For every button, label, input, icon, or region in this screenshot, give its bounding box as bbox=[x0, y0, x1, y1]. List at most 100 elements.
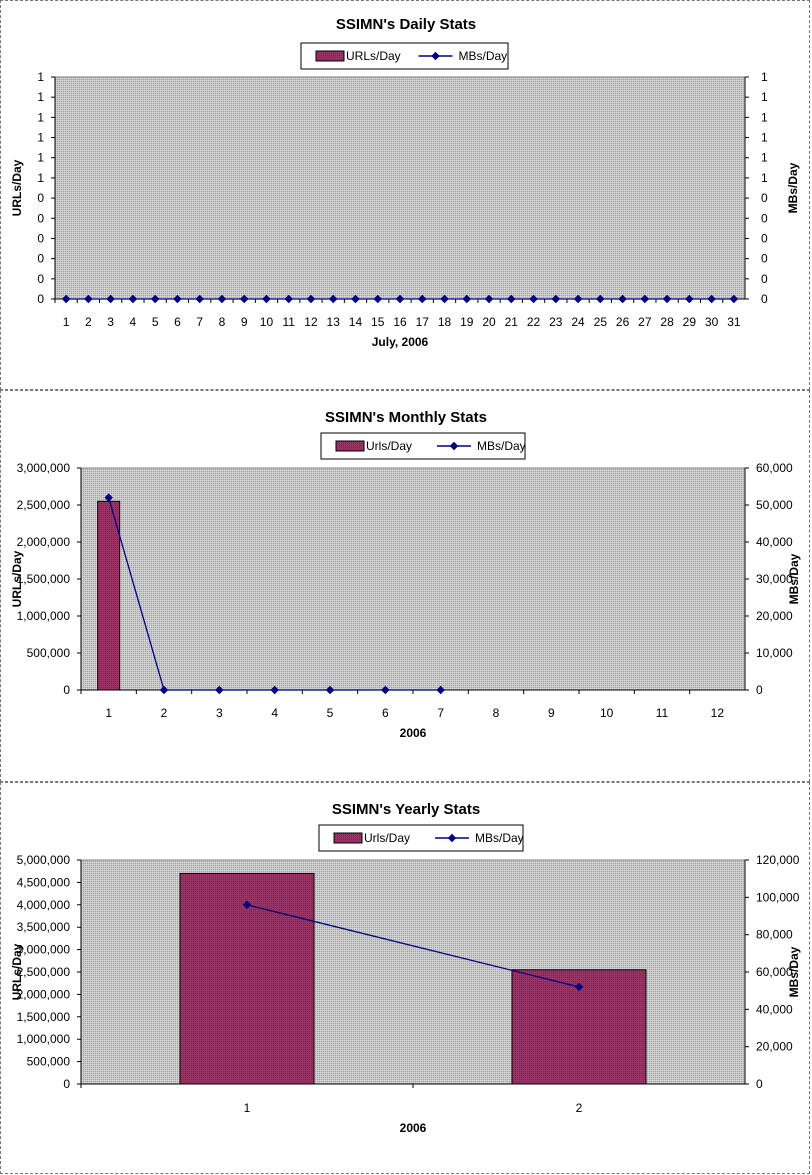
x-tick-label: 6 bbox=[174, 315, 181, 329]
y2-tick-label: 100,000 bbox=[756, 890, 800, 904]
x-tick-label: 3 bbox=[216, 706, 223, 720]
y2-tick-label: 0 bbox=[761, 252, 768, 266]
plot-area bbox=[54, 76, 746, 300]
x-tick-label: 25 bbox=[594, 315, 608, 329]
daily-stats-panel: SSIMN's Daily Stats URLs/Day MBs/Day 0 0 0 0 0 0… bbox=[0, 0, 810, 390]
y2-tick-label: 1 bbox=[761, 131, 768, 145]
legend: Urls/Day MBs/Day bbox=[318, 824, 524, 852]
y-tick-label: 500,000 bbox=[27, 1055, 71, 1069]
point-mbs-day bbox=[685, 294, 694, 304]
y2-tick-label: 40,000 bbox=[756, 535, 793, 549]
point-mbs-day bbox=[707, 294, 716, 304]
x-tick-label: 5 bbox=[152, 315, 159, 329]
yearly-stats-chart: SSIMN's Yearly Stats Urls/Day MBs/Day 0 500,… bbox=[10, 801, 801, 1135]
y-tick-label: 0 bbox=[63, 1077, 70, 1091]
legend-label-bar: Urls/Day bbox=[366, 439, 412, 453]
y-tick-label: 4,500,000 bbox=[17, 875, 71, 889]
point-mbs-day bbox=[270, 685, 279, 695]
legend: Urls/Day MBs/Day bbox=[320, 432, 526, 460]
x-tick-label: 3 bbox=[107, 315, 114, 329]
x-tick-label: 1 bbox=[105, 706, 112, 720]
x-tick-label: 5 bbox=[327, 706, 334, 720]
y2-tick-label: 50,000 bbox=[756, 498, 793, 512]
y-tick-label: 0 bbox=[37, 191, 44, 205]
y-tick-label: 1 bbox=[37, 151, 44, 165]
legend-marker bbox=[449, 441, 459, 451]
y-axis-label: URLs/Day bbox=[10, 943, 24, 1000]
point-mbs-day bbox=[662, 294, 672, 304]
x-tick-label: 2 bbox=[85, 315, 92, 329]
x-tick-label: 4 bbox=[271, 706, 278, 720]
x-tick-label: 9 bbox=[241, 315, 248, 329]
x-tick-label: 24 bbox=[571, 315, 585, 329]
y2-tick-label: 1 bbox=[761, 110, 768, 124]
point-mbs-day bbox=[436, 685, 445, 695]
point-mbs-day bbox=[328, 294, 338, 304]
x-tick-label: 18 bbox=[438, 315, 452, 329]
y-tick-label: 0 bbox=[37, 211, 44, 225]
x-tick-label: 7 bbox=[196, 315, 203, 329]
y2-tick-label: 60,000 bbox=[756, 965, 793, 979]
x-tick-label: 14 bbox=[349, 315, 363, 329]
y2-tick-label: 1 bbox=[761, 151, 768, 165]
point-mbs-day bbox=[128, 294, 138, 304]
x-tick-label: 23 bbox=[549, 315, 563, 329]
y-tick-label: 2,000,000 bbox=[17, 535, 71, 549]
x-tick-label: 16 bbox=[393, 315, 407, 329]
chart-title: SSIMN's Yearly Stats bbox=[332, 801, 480, 818]
point-mbs-day bbox=[373, 294, 382, 304]
y-tick-label: 1 bbox=[37, 171, 44, 185]
y-tick-label: 0 bbox=[37, 252, 44, 266]
y-tick-label: 1,000,000 bbox=[17, 1032, 71, 1046]
point-mbs-day bbox=[462, 294, 472, 304]
point-mbs-day bbox=[507, 294, 516, 304]
legend-label-bar: Urls/Day bbox=[364, 831, 410, 845]
yearly-stats-panel: SSIMN's Yearly Stats Urls/Day MBs/Day 0 500,… bbox=[0, 782, 810, 1174]
x-tick-label: 7 bbox=[437, 706, 444, 720]
x-tick-label: 22 bbox=[527, 315, 541, 329]
y-tick-label: 3,000,000 bbox=[17, 943, 71, 957]
point-mbs-day bbox=[640, 294, 650, 304]
y-tick-label: 0 bbox=[37, 272, 44, 286]
y-tick-label: 1 bbox=[37, 70, 44, 84]
x-tick-label: 13 bbox=[327, 315, 341, 329]
y2-tick-label: 30,000 bbox=[756, 572, 793, 586]
point-mbs-day bbox=[381, 685, 390, 695]
x-tick-label: 4 bbox=[130, 315, 137, 329]
point-mbs-day bbox=[440, 294, 449, 304]
y2-tick-label: 0 bbox=[761, 231, 768, 245]
plot-area bbox=[80, 467, 746, 691]
x-tick-label: 31 bbox=[727, 315, 741, 329]
point-mbs-day bbox=[529, 294, 538, 304]
y2-tick-label: 1 bbox=[761, 90, 768, 104]
line-mbs-day bbox=[246, 904, 580, 988]
y-tick-label: 1,500,000 bbox=[17, 1010, 71, 1024]
point-mbs-day bbox=[306, 294, 316, 304]
point-mbs-day bbox=[395, 294, 405, 304]
legend-label-line: MBs/Day bbox=[459, 49, 508, 63]
point-mbs-day bbox=[484, 294, 494, 304]
x-tick-label: 1 bbox=[244, 1101, 251, 1115]
y2-tick-label: 10,000 bbox=[756, 646, 793, 660]
point-mbs-day bbox=[596, 294, 605, 304]
x-axis-label: 2006 bbox=[400, 1121, 427, 1135]
y2-tick-label: 0 bbox=[756, 683, 763, 697]
x-tick-label: 11 bbox=[282, 315, 295, 329]
y2-tick-label: 1 bbox=[761, 171, 768, 185]
x-tick-label: 12 bbox=[711, 706, 725, 720]
y2-axis-label: MBs/Day bbox=[787, 946, 801, 997]
x-tick-label: 2 bbox=[576, 1101, 583, 1115]
point-mbs-day bbox=[242, 900, 252, 910]
legend-swatch-bar bbox=[315, 50, 345, 62]
point-mbs-day bbox=[573, 294, 583, 304]
legend-marker bbox=[431, 51, 440, 61]
y-tick-label: 500,000 bbox=[27, 646, 71, 660]
x-tick-label: 6 bbox=[382, 706, 389, 720]
monthly-stats-chart: SSIMN's Monthly Stats Urls/Day MBs/Day 0 500… bbox=[10, 409, 801, 740]
x-tick-label: 27 bbox=[638, 315, 652, 329]
y-tick-label: 0 bbox=[37, 231, 44, 245]
y2-tick-label: 0 bbox=[761, 211, 768, 225]
y-tick-label: 3,000,000 bbox=[17, 461, 71, 475]
point-mbs-day bbox=[195, 294, 204, 304]
point-mbs-day bbox=[618, 294, 627, 304]
